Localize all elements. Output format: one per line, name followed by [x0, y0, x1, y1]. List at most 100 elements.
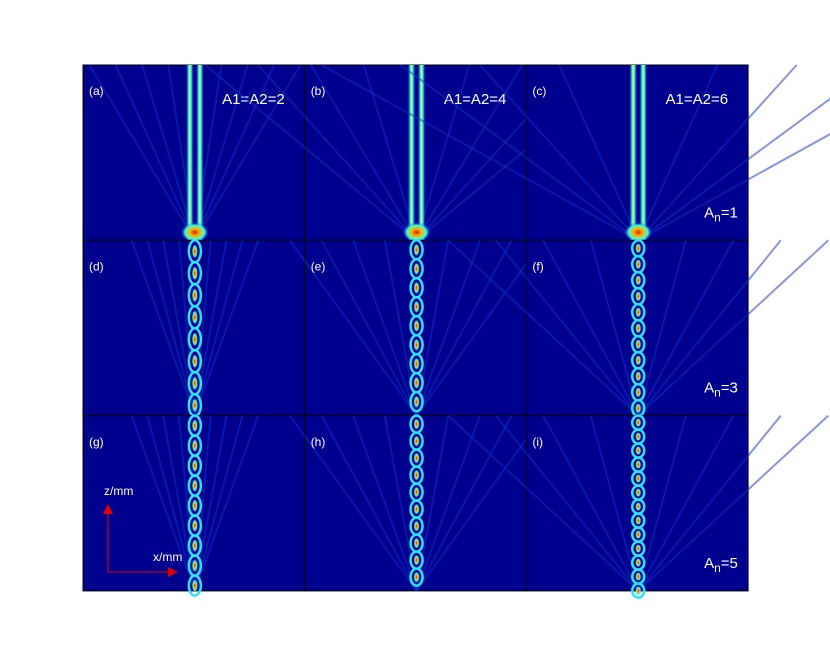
wing [637, 64, 798, 241]
wing [130, 239, 196, 416]
panels: (a) A1=A2=2 (b) A1=A2=4 (c) A1=A2=6An=1(d) (e)… [82, 64, 830, 599]
braid [187, 574, 203, 597]
panel: (a) A1=A2=2 [82, 64, 306, 243]
panel-label: (f) [532, 259, 543, 273]
wing [146, 415, 196, 592]
braid [631, 582, 646, 599]
wing [193, 415, 212, 591]
beam-node [191, 309, 198, 325]
beam-node [413, 357, 420, 371]
beam-node [413, 418, 420, 430]
beam-node [191, 265, 198, 281]
beam-node [191, 578, 198, 593]
beam-node [635, 543, 642, 554]
wing [320, 415, 418, 592]
row-label-symbol: A [704, 555, 714, 572]
row-label: An=1 [704, 204, 738, 224]
wing [320, 239, 418, 417]
beam-node [635, 515, 642, 526]
beam-node [402, 222, 431, 243]
wing [257, 64, 418, 241]
beam-node [635, 242, 642, 254]
panel: (d) [82, 239, 306, 418]
beam-node [413, 452, 420, 464]
beam-node [413, 435, 420, 447]
beam-node [413, 554, 420, 566]
wing [637, 239, 782, 417]
wing [289, 415, 418, 592]
wing [114, 64, 196, 241]
beam [186, 65, 194, 241]
wing [637, 415, 687, 592]
row-label-subscript: n [714, 386, 721, 400]
beam-node [191, 518, 198, 533]
wing [178, 415, 196, 591]
beam-node [635, 258, 642, 270]
wing [415, 415, 481, 592]
beam-node [191, 287, 198, 303]
wing [542, 415, 640, 592]
z-axis-label: z/mm [104, 484, 133, 498]
row-label-value: =3 [721, 380, 738, 397]
beam-node [413, 469, 420, 481]
beam-node [191, 438, 198, 453]
row-label-symbol: A [704, 204, 714, 221]
beam-node [635, 473, 642, 484]
beam-node [191, 375, 198, 391]
beam-node [635, 354, 642, 366]
braid [409, 391, 424, 413]
wing [494, 239, 640, 417]
wing [415, 239, 513, 417]
panel-label: (a) [89, 84, 104, 98]
panel-background [304, 64, 527, 241]
panel-label: (e) [311, 259, 326, 273]
wing [542, 239, 640, 417]
wing [193, 64, 302, 241]
beam-node [413, 486, 420, 498]
wing [193, 239, 260, 416]
wing [637, 133, 830, 242]
wing [637, 240, 687, 416]
beam-node [635, 529, 642, 540]
panel-label: (i) [532, 435, 543, 449]
beam-node [191, 498, 198, 513]
wing [146, 240, 196, 416]
beam-node [635, 338, 642, 350]
beam-node [413, 262, 420, 276]
panel-label: (c) [532, 84, 546, 98]
row-label-value: =1 [721, 204, 738, 221]
beam-node [624, 222, 653, 243]
beam-node [635, 274, 642, 286]
beam-node [413, 300, 420, 314]
panel: (b) A1=A2=4 [204, 64, 629, 243]
panel-label: (d) [89, 259, 104, 273]
beam-node [635, 459, 642, 470]
beam-node [635, 290, 642, 302]
column-title: A1=A2=2 [222, 91, 285, 108]
beam [196, 65, 204, 241]
beam-node [413, 520, 420, 532]
beam-node [413, 571, 420, 583]
wing [415, 239, 545, 417]
wing [637, 64, 719, 241]
wing [130, 415, 196, 592]
panel-label: (g) [89, 435, 104, 449]
beam-node [413, 537, 420, 549]
beam-node [413, 338, 420, 352]
wing [352, 239, 418, 416]
wing [447, 414, 639, 592]
beam-node [635, 306, 642, 318]
x-axis-label: x/mm [153, 550, 182, 564]
beam-node [180, 222, 209, 243]
panel-label: (h) [311, 435, 326, 449]
beam [639, 65, 647, 241]
beam-node [635, 487, 642, 498]
row-label: An=3 [704, 380, 738, 400]
panel-background [82, 64, 306, 241]
row-label-subscript: n [714, 210, 721, 224]
beam-node [413, 243, 420, 257]
beam-node [413, 319, 420, 333]
beam-node [635, 370, 642, 382]
beam-node [635, 402, 642, 414]
